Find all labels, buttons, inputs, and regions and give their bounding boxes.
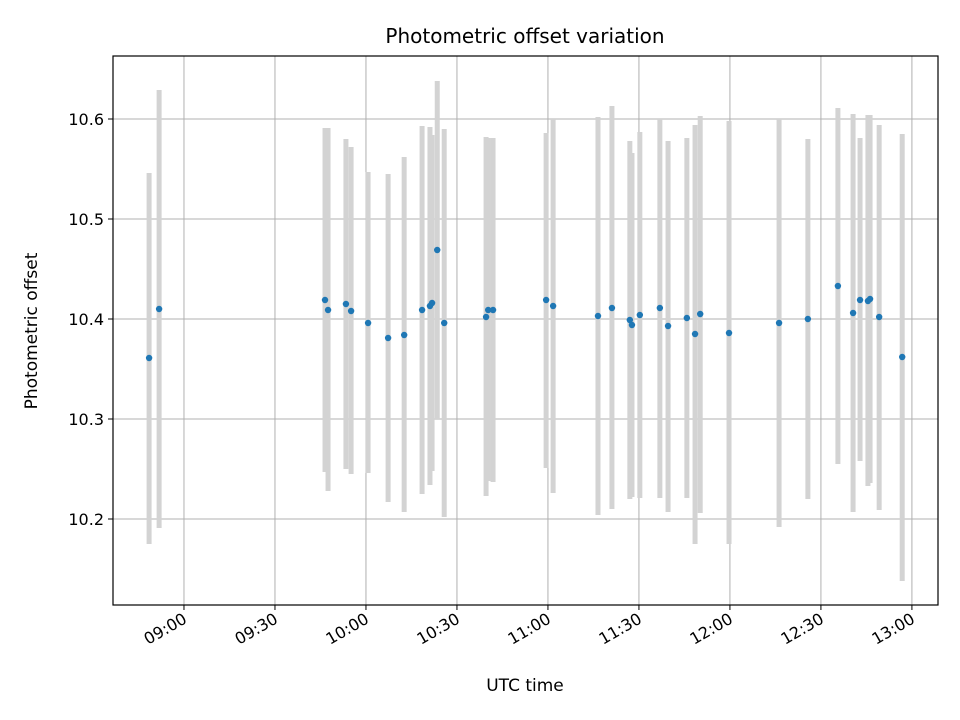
data-point — [875, 313, 883, 321]
y-tick-label: 10.5 — [68, 210, 104, 229]
data-point — [664, 322, 672, 330]
data-point — [489, 306, 497, 314]
data-point — [628, 321, 636, 329]
data-point — [342, 300, 350, 308]
data-point — [804, 315, 812, 323]
data-point — [608, 304, 616, 312]
data-point — [856, 296, 864, 304]
data-point — [636, 311, 644, 319]
y-axis-title: Photometric offset — [22, 252, 42, 409]
data-point — [834, 282, 842, 290]
data-point — [324, 306, 332, 314]
data-point — [866, 295, 874, 303]
data-point — [725, 329, 733, 337]
data-point — [482, 313, 490, 321]
data-point — [549, 302, 557, 310]
data-point — [418, 306, 426, 314]
data-point — [364, 319, 372, 327]
data-point — [400, 331, 408, 339]
data-point — [626, 316, 634, 324]
data-point — [145, 354, 153, 362]
y-tick-label: 10.6 — [68, 110, 104, 129]
data-point — [384, 334, 392, 342]
data-point — [691, 330, 699, 338]
data-point — [428, 299, 436, 307]
data-point — [849, 309, 857, 317]
data-point — [697, 310, 704, 318]
data-point — [899, 353, 906, 361]
data-point — [542, 296, 550, 304]
data-point — [683, 314, 691, 322]
data-point — [155, 305, 163, 313]
data-point — [594, 312, 602, 320]
plot-frame — [112, 55, 939, 606]
data-point — [321, 296, 329, 304]
y-tick-label: 10.2 — [68, 510, 104, 529]
data-point — [484, 306, 492, 314]
y-axis-ticks: 10.2 10.3 10.4 10.5 10.6 — [68, 110, 113, 529]
data-points — [145, 246, 906, 362]
chart-title: Photometric offset variation — [385, 24, 664, 48]
data-point — [775, 319, 783, 327]
data-point — [441, 319, 448, 327]
data-point — [434, 246, 441, 254]
data-point — [347, 307, 355, 315]
y-tick-label: 10.4 — [68, 310, 104, 329]
x-axis-title: UTC time — [486, 676, 564, 696]
data-point — [656, 304, 664, 312]
y-tick-label: 10.3 — [68, 410, 104, 429]
